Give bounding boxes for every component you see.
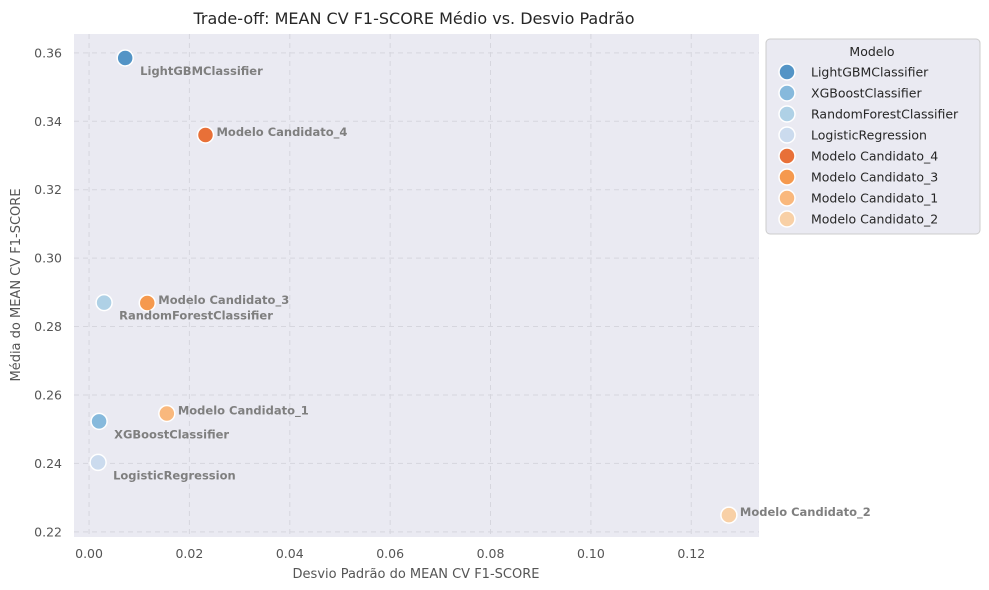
legend-marker <box>778 84 796 102</box>
y-tick-label: 0.34 <box>34 114 62 129</box>
legend-marker <box>778 105 796 123</box>
x-axis-label: Desvio Padrão do MEAN CV F1-SCORE <box>293 567 540 582</box>
point-label: Modelo Candidato_1 <box>178 403 309 418</box>
point-labels: LightGBMClassifier XGBoostClassifier Rando… <box>113 64 871 520</box>
legend-box <box>765 38 981 235</box>
legend-entry: LightGBMClassifier <box>811 65 929 80</box>
y-axis-ticks: 0.22 0.24 0.26 0.28 0.30 0.32 0.34 0.36 <box>34 45 62 539</box>
legend: Modelo LightGBMClassifier XGBoostClassifi… <box>765 38 981 235</box>
point-label: LogisticRegression <box>113 468 236 482</box>
y-tick-label: 0.32 <box>34 182 62 197</box>
legend-items: LightGBMClassifier XGBoostClassifier Rando… <box>778 63 959 228</box>
legend-title: Modelo <box>849 44 894 59</box>
point-label: LightGBMClassifier <box>140 64 263 78</box>
y-tick-label: 0.26 <box>34 387 62 402</box>
x-tick-label: 0.02 <box>175 546 203 561</box>
y-tick-label: 0.28 <box>34 319 62 334</box>
legend-entry: LogisticRegression <box>811 128 927 143</box>
legend-marker <box>778 168 796 186</box>
plot-area <box>74 34 759 537</box>
point-label: XGBoostClassifier <box>114 427 229 441</box>
data-point <box>196 126 215 144</box>
legend-entry: Modelo Candidato_4 <box>811 149 938 164</box>
legend-entry: Modelo Candidato_1 <box>811 191 938 206</box>
chart-title: Trade-off: MEAN CV F1-SCORE Médio vs. De… <box>192 9 634 28</box>
data-point <box>720 506 738 524</box>
point-label: Modelo Candidato_2 <box>740 505 871 520</box>
legend-entry: RandomForestClassifier <box>811 107 959 122</box>
data-point <box>90 412 108 431</box>
data-point <box>158 404 176 423</box>
grid-lines <box>74 34 759 537</box>
x-axis-ticks: 0.00 0.02 0.04 0.06 0.08 0.10 0.12 <box>75 546 705 561</box>
y-axis-label: Média do MEAN CV F1-SCORE <box>9 188 24 381</box>
x-tick-label: 0.12 <box>677 546 705 561</box>
y-tick-label: 0.22 <box>34 524 62 539</box>
y-tick-label: 0.30 <box>34 251 62 266</box>
x-tick-label: 0.04 <box>276 546 304 561</box>
x-tick-label: 0.08 <box>477 546 505 561</box>
x-tick-label: 0.10 <box>577 546 605 561</box>
x-tick-label: 0.06 <box>376 546 404 561</box>
legend-marker <box>778 147 796 165</box>
data-point <box>138 294 157 312</box>
legend-entry: Modelo Candidato_2 <box>811 212 938 227</box>
point-label: Modelo Candidato_3 <box>158 293 289 308</box>
y-tick-label: 0.36 <box>34 45 62 60</box>
data-point <box>95 293 113 312</box>
legend-marker <box>778 126 796 144</box>
data-points <box>89 49 738 524</box>
x-tick-label: 0.00 <box>75 546 103 561</box>
point-label: RandomForestClassifier <box>119 309 273 323</box>
legend-entry: XGBoostClassifier <box>811 86 922 101</box>
point-label: Modelo Candidato_4 <box>216 125 347 140</box>
data-point <box>89 453 107 472</box>
legend-marker <box>778 210 796 228</box>
data-point <box>116 49 134 67</box>
legend-marker <box>778 63 796 81</box>
legend-entry: Modelo Candidato_3 <box>811 170 938 185</box>
legend-marker <box>778 189 796 207</box>
y-tick-label: 0.24 <box>34 456 62 471</box>
